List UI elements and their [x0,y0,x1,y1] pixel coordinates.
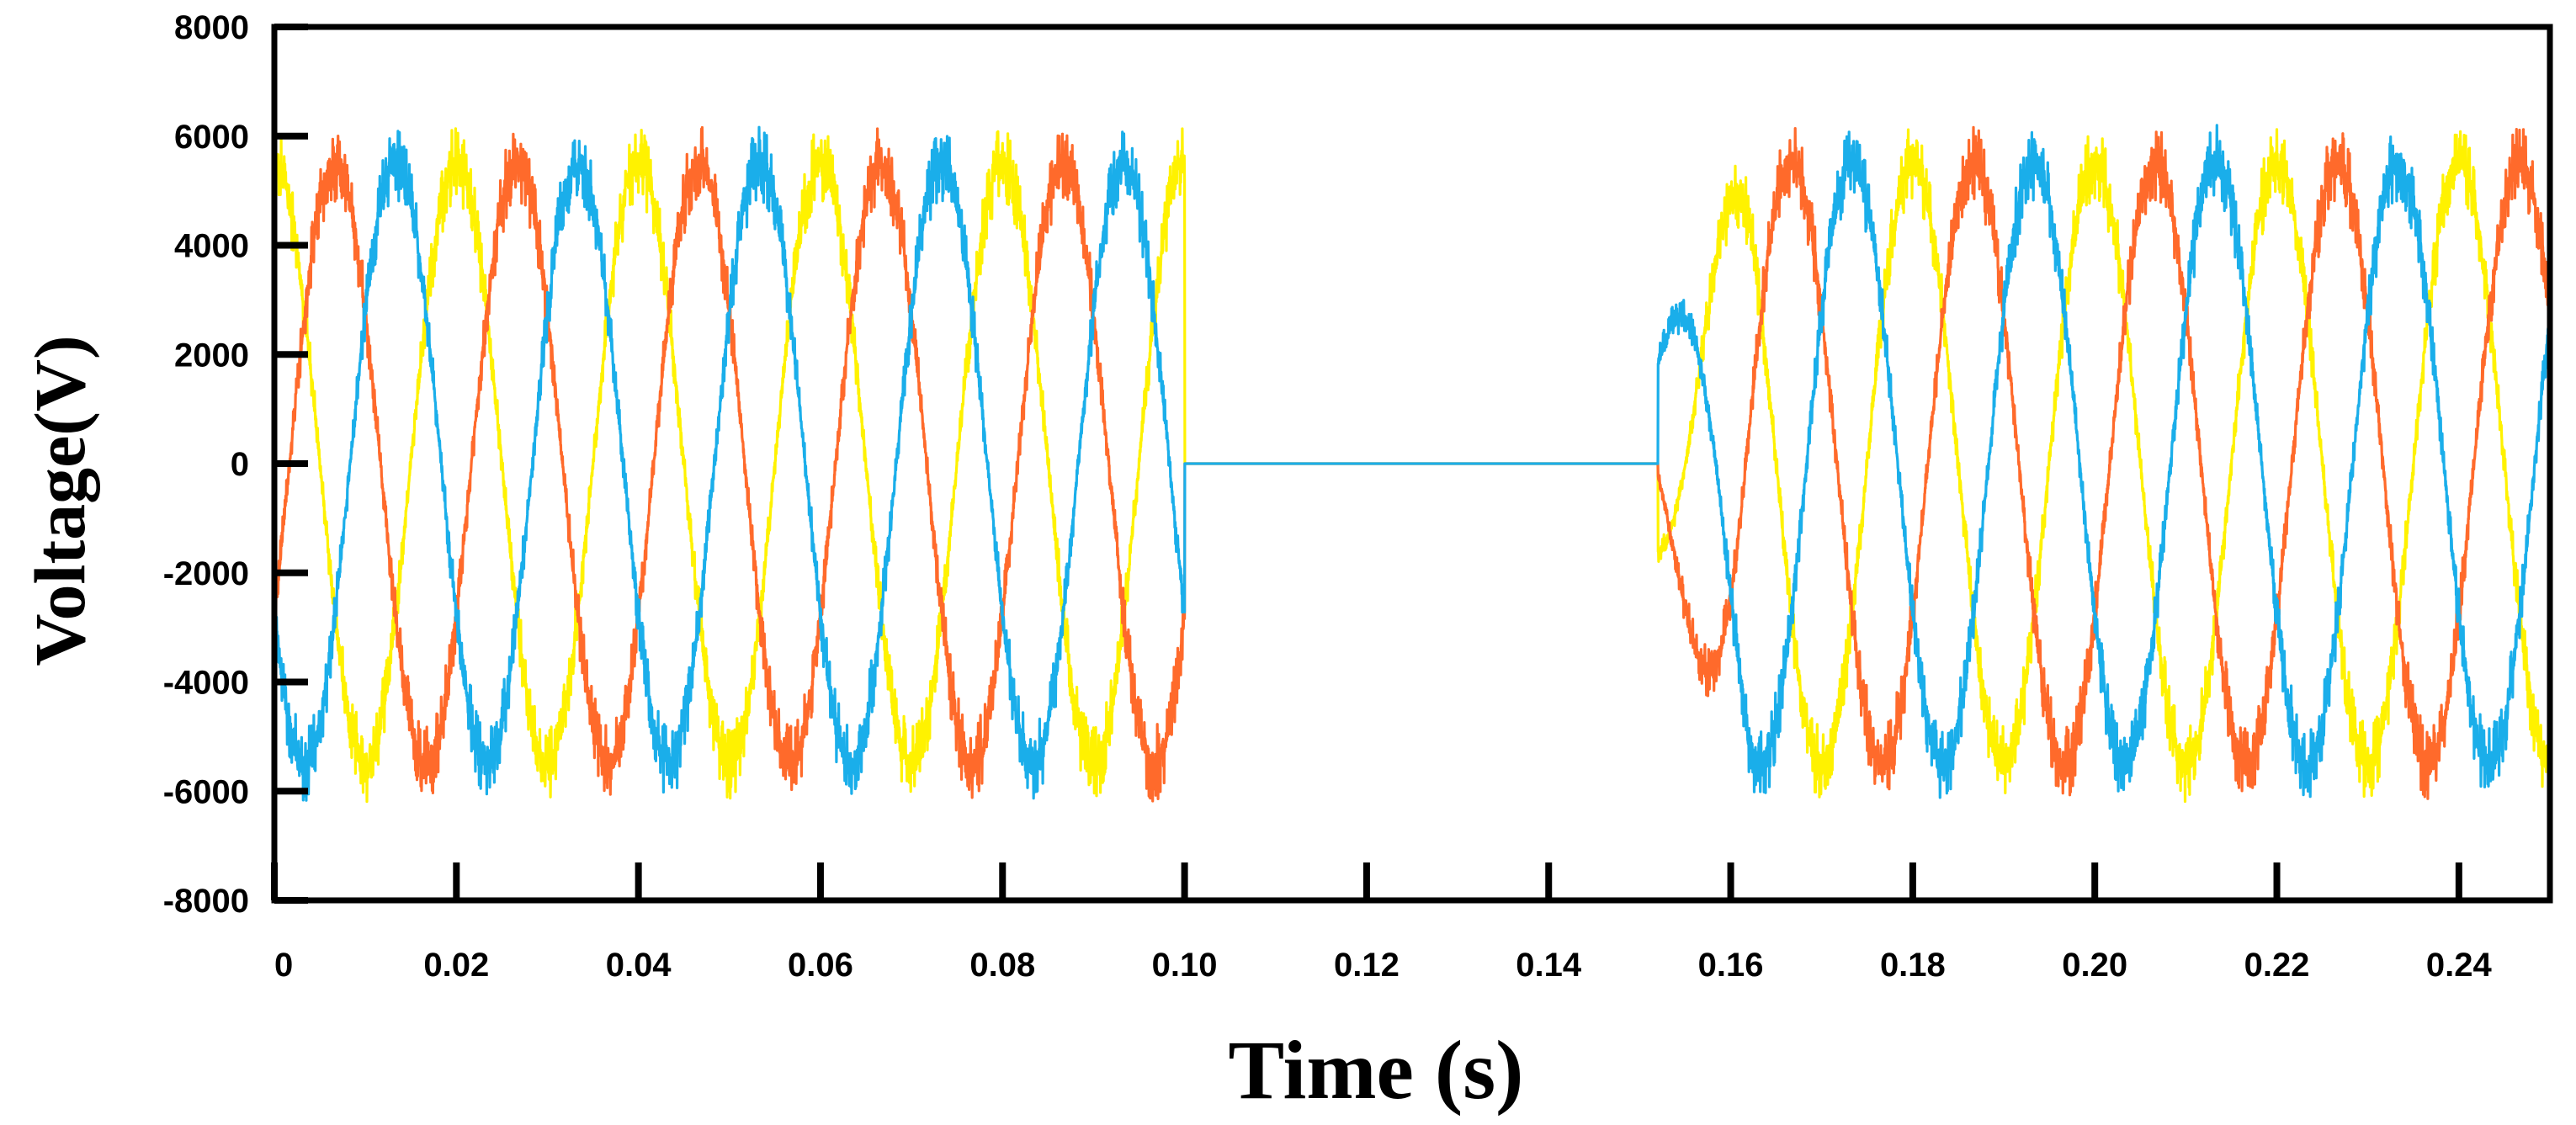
y-tick-label: 6000 [174,119,249,156]
x-tick-label: 0 [274,947,293,984]
y-tick-label: 4000 [174,228,249,265]
y-tick-label: -2000 [163,555,249,592]
x-tick-label: 0.06 [788,947,853,984]
series-layer [273,124,2552,804]
x-tick-label: 0.20 [2062,947,2127,984]
x-tick-label: 0.24 [2426,947,2493,984]
x-tick-label: 0.14 [1516,947,1582,984]
x-tick-label: 0.08 [969,947,1035,984]
x-tick-label: 0.22 [2244,947,2310,984]
y-tick-label: 0 [231,446,249,483]
y-tick-label: -6000 [163,773,249,810]
x-axis-title: Time (s) [1229,1023,1524,1117]
series-line-phase-c [273,124,2552,802]
y-axis-title: Voltage(V) [19,335,100,666]
y-tick-label: -4000 [163,665,249,702]
axes-layer [271,24,2553,904]
x-tick-label: 0.02 [423,947,489,984]
x-tick-label: 0.18 [1880,947,1946,984]
x-tick-label: 0.10 [1152,947,1218,984]
y-tick-label: -8000 [163,883,249,920]
y-tick-label: 8000 [174,9,249,46]
y-tick-label: 2000 [174,337,249,374]
x-tick-label: 0.16 [1698,947,1764,984]
x-tick-label: 0.12 [1334,947,1400,984]
labels-layer: 8000 6000 4000 2000 0 -2000 -4000 -6000 -8000 0 0.… [163,9,2493,984]
x-tick-label: 0.04 [606,947,672,984]
